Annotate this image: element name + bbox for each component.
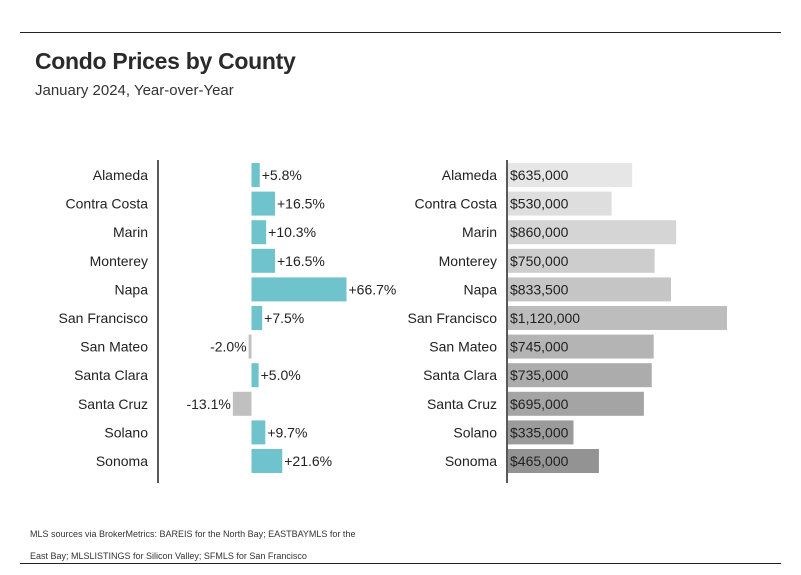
price-bar [508,306,727,330]
source-footnote: MLS sources via BrokerMetrics: BAREIS fo… [30,529,356,561]
price-bar [508,191,612,216]
change-bar [251,449,283,473]
price-bar [508,277,671,302]
chart-subtitle: January 2024, Year-over-Year [35,82,234,99]
change-bar [251,420,266,445]
change-data-label: +5.0% [261,367,301,383]
change-category-label: Monterey [90,253,148,269]
price-data-label: $335,000 [510,424,569,440]
change-data-label: +66.7% [349,281,397,297]
change-bar [251,248,276,273]
price-data-label: $465,000 [510,453,569,469]
change-bar [251,277,347,302]
price-bar [508,420,574,445]
change-data-label: +21.6% [284,453,332,469]
price-data-label: $735,000 [510,367,569,383]
change-data-label: +9.7% [267,424,307,440]
change-data-label: -2.0% [210,339,247,355]
change-category-label: Solano [104,424,148,440]
price-bar [508,163,633,187]
price-bar [508,334,654,359]
change-category-label: Napa [115,281,149,297]
price-category-label: Marin [462,224,497,240]
change-data-label: -13.1% [186,396,230,412]
price-category-label: Solano [453,424,497,440]
change-category-label: San Francisco [59,310,149,326]
price-data-label: $530,000 [510,196,569,212]
change-bar [251,220,267,245]
change-data-label: +16.5% [277,253,325,269]
price-data-label: $695,000 [510,396,569,412]
price-bar [508,220,677,245]
price-category-label: Santa Cruz [427,396,497,412]
change-bar [251,191,276,216]
change-bar [251,163,260,187]
change-category-label: Santa Cruz [78,396,148,412]
price-category-label: Contra Costa [415,196,498,212]
change-category-label: Contra Costa [66,196,149,212]
price-data-label: $860,000 [510,224,569,240]
price-category-label: Napa [464,281,498,297]
change-data-label: +10.3% [268,224,316,240]
price-data-label: $750,000 [510,253,569,269]
change-data-label: +7.5% [264,310,304,326]
change-bar [251,306,263,330]
change-bar [232,391,252,416]
change-category-label: San Mateo [80,339,148,355]
price-bar [508,248,655,273]
change-bar [248,334,252,359]
change-category-label: Santa Clara [74,367,148,383]
price-category-label: Alameda [442,167,497,183]
change-data-label: +5.8% [262,167,302,183]
chart-title: Condo Prices by County [35,48,296,74]
price-category-label: Monterey [439,253,497,269]
change-category-label: Sonoma [96,453,148,469]
price-data-label: $1,120,000 [510,310,580,326]
change-data-label: +16.5% [277,196,325,212]
price-data-label: $745,000 [510,339,569,355]
chart-area: Alameda +5.8% Contra Costa +16.5% Marin +10.3… [59,160,727,483]
top-rule [20,32,781,33]
price-category-label: San Mateo [429,339,497,355]
change-category-label: Alameda [93,167,148,183]
price-category-label: Santa Clara [423,367,497,383]
price-category-label: Sonoma [445,453,497,469]
change-category-label: Marin [113,224,148,240]
price-category-label: San Francisco [408,310,498,326]
bottom-rule [20,563,781,564]
price-bar [508,391,644,416]
price-data-label: $635,000 [510,167,569,183]
price-bar [508,363,652,388]
price-data-label: $833,500 [510,281,569,297]
price-bar [508,449,599,473]
change-bar [251,363,259,388]
